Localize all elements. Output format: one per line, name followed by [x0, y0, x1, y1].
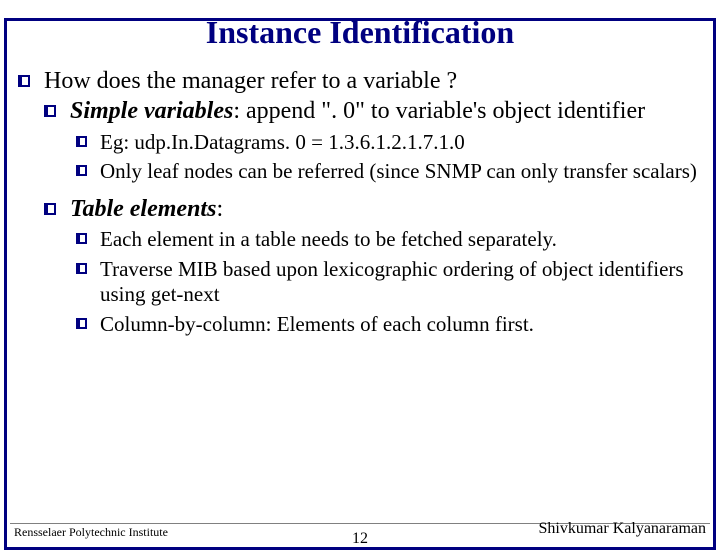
footer-right: Shivkumar Kalyanaraman [539, 520, 707, 538]
bullet-lvl3: Eg: udp.In.Datagrams. 0 = 1.3.6.1.2.1.7.… [76, 130, 702, 156]
bullet-text: Only leaf nodes can be referred (since S… [100, 159, 697, 183]
square-bullet-icon [76, 136, 87, 147]
slide-content: How does the manager refer to a variable… [0, 67, 720, 338]
bullet-text: Column-by-column: Elements of each colum… [100, 312, 534, 336]
bullet-text: : append ". 0" to variable's object iden… [233, 98, 645, 124]
bullet-text-bold: Table elements [70, 196, 216, 222]
square-bullet-icon [76, 318, 87, 329]
bullet-lvl2: Table elements: [44, 195, 702, 223]
page-number: 12 [352, 530, 368, 548]
bullet-text: How does the manager refer to a variable… [44, 68, 457, 94]
square-bullet-icon [18, 75, 30, 87]
bullet-text: Eg: udp.In.Datagrams. 0 = 1.3.6.1.2.1.7.… [100, 130, 465, 154]
bullet-lvl3: Traverse MIB based upon lexicographic or… [76, 257, 702, 308]
bullet-lvl3: Column-by-column: Elements of each colum… [76, 312, 702, 338]
square-bullet-icon [44, 203, 56, 215]
bullet-text-bold: Simple variables [70, 98, 233, 124]
bullet-text: Traverse MIB based upon lexicographic or… [100, 257, 684, 307]
bullet-text: : [216, 196, 223, 222]
bullet-lvl3: Each element in a table needs to be fetc… [76, 227, 702, 253]
bullet-text: Each element in a table needs to be fetc… [100, 227, 557, 251]
bullet-lvl2: Simple variables: append ". 0" to variab… [44, 97, 702, 125]
square-bullet-icon [76, 263, 87, 274]
square-bullet-icon [44, 105, 56, 117]
footer-left: Rensselaer Polytechnic Institute [14, 525, 168, 540]
square-bullet-icon [76, 165, 87, 176]
bullet-lvl1: How does the manager refer to a variable… [18, 67, 702, 95]
bullet-lvl3: Only leaf nodes can be referred (since S… [76, 159, 702, 185]
square-bullet-icon [76, 233, 87, 244]
